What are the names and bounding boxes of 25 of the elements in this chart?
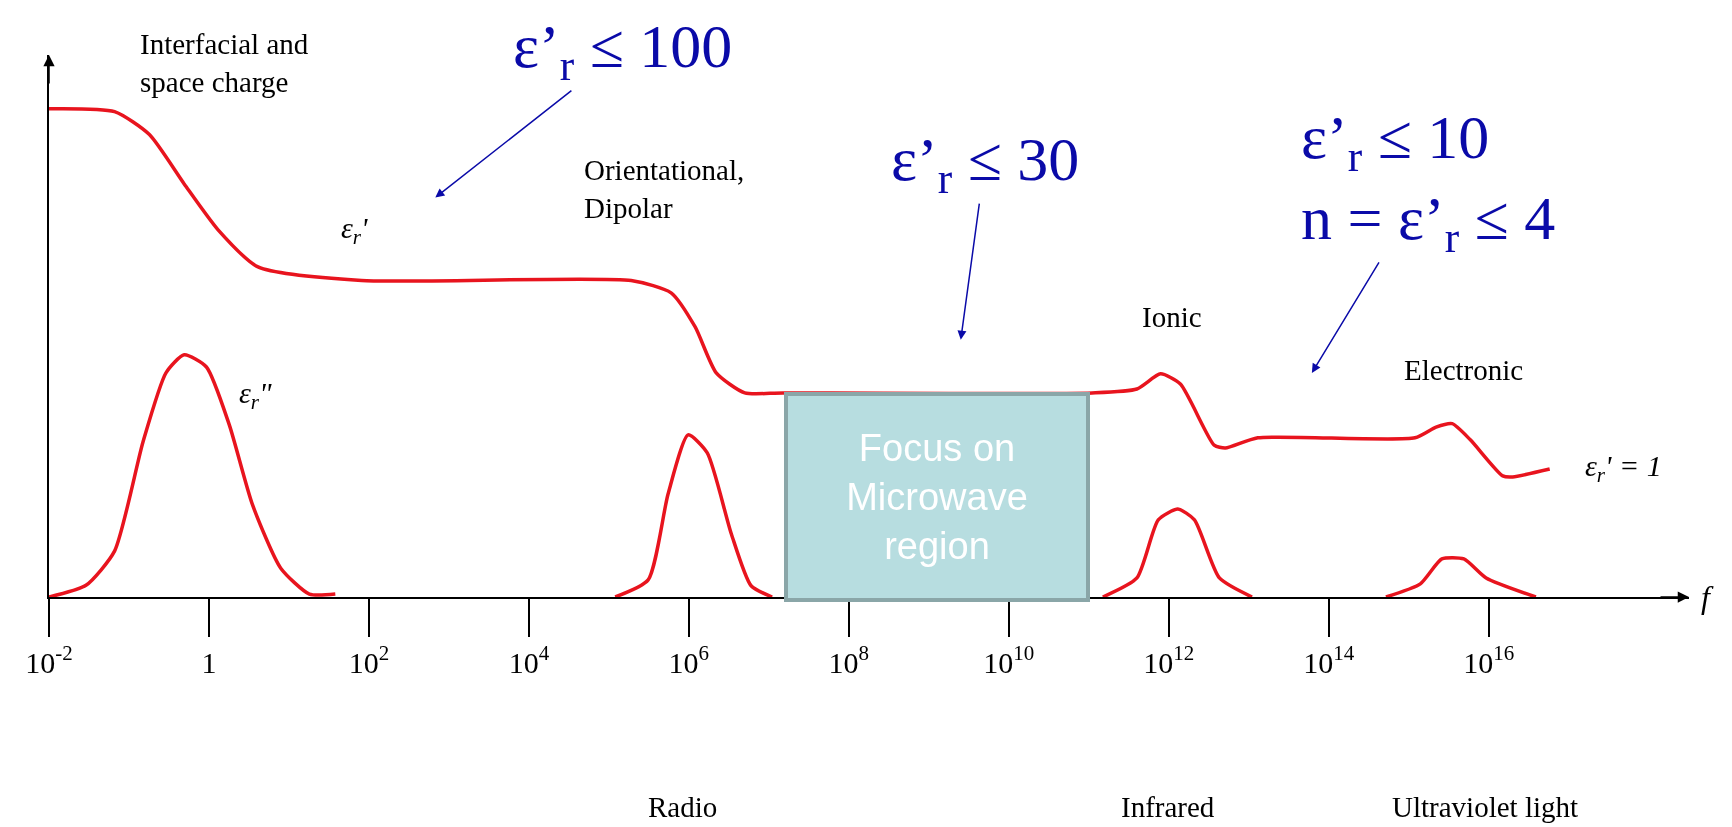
series-label: ε$_{r}$" [239, 376, 273, 415]
x-tick-label: 10$^{8}$ [828, 641, 870, 679]
x-tick-label: 10$^{14}$ [1303, 641, 1355, 679]
x-tick-label: 10$^{-2}$ [25, 641, 73, 679]
x-tick-label: 10$^{12}$ [1143, 641, 1195, 679]
series-label: ε$_{r}$' [341, 211, 369, 250]
x-tick-label: 10$^{4}$ [508, 641, 550, 679]
text: Interfacial and space charge [140, 28, 309, 98]
annotation: ε$_{r}$' = 1 [1585, 449, 1662, 488]
x-tick-label: 1 [201, 645, 217, 679]
x-tick-label: 10$^{16}$ [1463, 641, 1515, 679]
annotation: Orientational, Dipolar [584, 154, 745, 224]
text: ε’$_{r}$ ≤ 100 [513, 12, 733, 90]
x-tick-label: 10$^{6}$ [668, 641, 710, 679]
text: Radio [648, 791, 718, 823]
annotation: ε’$_{r}$ ≤ 10 n = ε’$_{r}$ ≤ 4 [1301, 103, 1556, 261]
text: Ultraviolet light [1392, 791, 1579, 823]
x-tick-label: 10$^{2}$ [348, 641, 390, 679]
x-axis-title: f [1701, 579, 1714, 615]
annotation: Focus on Microwave region [846, 426, 1028, 568]
annotation: ε’$_{r}$ ≤ 30 [891, 125, 1080, 203]
x-tick-label: 10$^{10}$ [983, 641, 1035, 679]
annotation: Ionic [1142, 301, 1202, 333]
text: Infrared [1121, 791, 1215, 823]
annotation: Electronic [1404, 354, 1524, 386]
